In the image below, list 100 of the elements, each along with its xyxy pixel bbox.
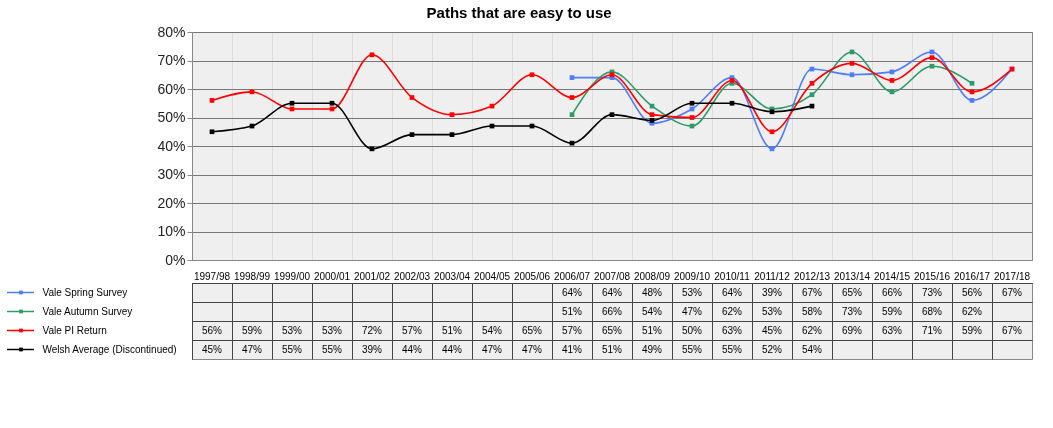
point bbox=[929, 55, 935, 60]
x-tick-label: 1997/98 bbox=[193, 270, 231, 282]
data-label: 65% bbox=[601, 324, 623, 336]
y-tick-label: 0% bbox=[165, 251, 186, 268]
y-tick-label: 30% bbox=[157, 166, 186, 182]
point bbox=[449, 112, 455, 117]
point bbox=[529, 72, 535, 78]
data-label: 51% bbox=[641, 324, 663, 336]
y-tick-label: 70% bbox=[157, 52, 186, 68]
data-label: 44% bbox=[441, 343, 463, 355]
data-label: 71% bbox=[921, 324, 943, 336]
data-label: 39% bbox=[361, 343, 383, 355]
y-tick-label: 50% bbox=[157, 109, 186, 125]
data-label: 63% bbox=[721, 324, 743, 336]
data-label: 66% bbox=[881, 286, 903, 298]
data-label: 64% bbox=[561, 286, 583, 298]
data-label: 54% bbox=[641, 305, 663, 317]
point bbox=[969, 98, 975, 103]
x-tick-label: 2005/06 bbox=[513, 270, 551, 282]
data-label: 52% bbox=[761, 343, 783, 355]
data-label: 67% bbox=[1001, 324, 1023, 336]
point bbox=[449, 132, 455, 137]
point bbox=[289, 100, 295, 106]
legend-label: Welsh Average (Discontinued) bbox=[42, 343, 177, 355]
legend-label: Vale Spring Survey bbox=[42, 286, 128, 298]
data-label: 47% bbox=[681, 305, 703, 317]
data-label: 39% bbox=[761, 286, 783, 298]
data-label: 50% bbox=[681, 324, 703, 336]
data-label: 59% bbox=[241, 324, 263, 336]
x-tick-label: 2017/18 bbox=[993, 270, 1031, 282]
point bbox=[569, 112, 575, 117]
data-label: 57% bbox=[401, 324, 423, 336]
x-tick-label: 2015/16 bbox=[913, 270, 951, 282]
point bbox=[849, 61, 855, 66]
x-tick-label: 1998/99 bbox=[233, 270, 271, 282]
point bbox=[809, 80, 815, 86]
point bbox=[569, 95, 575, 100]
x-tick-label: 2012/13 bbox=[793, 270, 831, 282]
point bbox=[409, 95, 415, 100]
x-tick-label: 2004/05 bbox=[473, 270, 511, 282]
point bbox=[889, 78, 895, 83]
point bbox=[689, 100, 695, 106]
x-tick-label: 2016/17 bbox=[953, 270, 991, 282]
x-tick-label: 2011/12 bbox=[754, 270, 791, 282]
chart-title: Paths that are easy to use bbox=[426, 3, 612, 21]
data-label: 73% bbox=[921, 286, 943, 298]
data-label: 54% bbox=[801, 343, 823, 355]
point bbox=[929, 63, 935, 69]
data-label: 53% bbox=[761, 305, 783, 317]
data-label: 59% bbox=[881, 305, 903, 317]
data-label: 73% bbox=[841, 305, 863, 317]
data-label: 64% bbox=[601, 286, 623, 298]
point bbox=[209, 129, 215, 135]
data-label: 41% bbox=[561, 343, 583, 355]
data-label: 63% bbox=[881, 324, 903, 336]
data-label: 67% bbox=[801, 286, 823, 298]
data-label: 57% bbox=[561, 324, 583, 336]
data-label: 72% bbox=[361, 324, 383, 336]
x-tick-label: 2006/07 bbox=[553, 270, 591, 282]
data-label: 53% bbox=[681, 286, 703, 298]
data-label: 47% bbox=[521, 343, 543, 355]
point bbox=[969, 80, 975, 86]
x-tick-label: 1999/00 bbox=[273, 270, 311, 282]
point bbox=[809, 92, 815, 98]
data-label: 47% bbox=[481, 343, 503, 355]
data-label: 62% bbox=[801, 324, 823, 336]
x-tick-label: 2003/04 bbox=[433, 270, 471, 282]
data-label: 51% bbox=[561, 305, 583, 317]
data-label: 51% bbox=[441, 324, 463, 336]
x-tick-label: 2001/02 bbox=[353, 270, 391, 282]
data-label: 65% bbox=[841, 286, 863, 298]
data-label: 55% bbox=[721, 343, 743, 355]
point bbox=[609, 112, 615, 117]
data-label: 45% bbox=[761, 324, 783, 336]
data-label: 67% bbox=[1001, 286, 1023, 298]
data-label: 62% bbox=[721, 305, 743, 317]
data-label: 48% bbox=[641, 286, 663, 298]
legend-label: Vale PI Return bbox=[42, 324, 107, 336]
point bbox=[569, 75, 575, 80]
point bbox=[689, 115, 695, 120]
data-label: 53% bbox=[321, 324, 343, 336]
data-label: 58% bbox=[801, 305, 823, 317]
data-label: 45% bbox=[201, 343, 223, 355]
data-label: 54% bbox=[481, 324, 503, 336]
data-label: 51% bbox=[601, 343, 623, 355]
x-tick-label: 2014/15 bbox=[873, 270, 911, 282]
data-label: 55% bbox=[281, 343, 303, 355]
legend-label: Vale Autumn Survey bbox=[42, 305, 133, 317]
point bbox=[769, 129, 775, 135]
y-tick-label: 40% bbox=[157, 137, 186, 154]
y-tick-label: 80% bbox=[157, 23, 186, 40]
data-label: 62% bbox=[961, 305, 983, 317]
point bbox=[209, 98, 215, 103]
data-label: 65% bbox=[521, 324, 543, 336]
data-label: 59% bbox=[961, 324, 983, 336]
data-label: 55% bbox=[321, 343, 343, 355]
point bbox=[409, 132, 415, 137]
data-label: 55% bbox=[681, 343, 703, 355]
y-tick-label: 20% bbox=[157, 194, 186, 211]
data-label: 47% bbox=[241, 343, 263, 355]
